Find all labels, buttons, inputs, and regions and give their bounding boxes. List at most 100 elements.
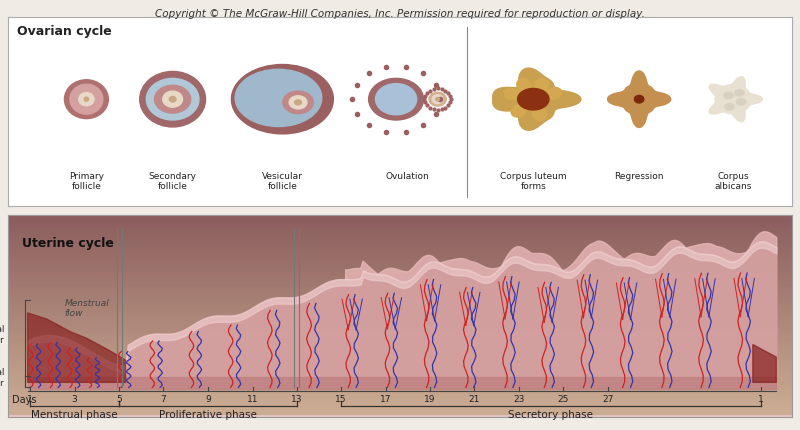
Bar: [8, 228, 792, 232]
Bar: [8, 235, 792, 239]
Ellipse shape: [725, 104, 734, 110]
Ellipse shape: [545, 87, 562, 99]
Text: 7: 7: [160, 395, 166, 404]
Polygon shape: [518, 89, 549, 110]
Ellipse shape: [65, 80, 108, 119]
Ellipse shape: [289, 96, 307, 109]
Bar: [8, 410, 792, 414]
Bar: [8, 313, 792, 316]
Bar: [8, 370, 792, 373]
Ellipse shape: [736, 98, 746, 105]
Bar: [8, 323, 792, 326]
Bar: [8, 259, 792, 262]
Text: 27: 27: [602, 395, 614, 404]
Polygon shape: [753, 344, 776, 382]
Ellipse shape: [429, 92, 446, 106]
Bar: [8, 262, 792, 265]
Bar: [8, 272, 792, 276]
Text: 13: 13: [290, 395, 302, 404]
Bar: [8, 329, 792, 333]
Bar: [8, 296, 792, 299]
Ellipse shape: [70, 84, 103, 114]
Bar: [8, 333, 792, 336]
Text: Days: Days: [12, 395, 37, 405]
Bar: [8, 245, 792, 249]
Polygon shape: [634, 95, 644, 103]
Bar: [8, 360, 792, 363]
Text: 9: 9: [205, 395, 210, 404]
Bar: [8, 292, 792, 296]
Bar: [8, 340, 792, 343]
Text: Corpus luteum
forms: Corpus luteum forms: [500, 172, 566, 191]
Bar: [8, 397, 792, 400]
Bar: [8, 218, 792, 222]
Ellipse shape: [517, 79, 531, 92]
Bar: [8, 326, 792, 329]
Bar: [8, 255, 792, 259]
Ellipse shape: [724, 92, 733, 98]
Bar: [8, 356, 792, 360]
Text: 25: 25: [558, 395, 569, 404]
Text: Menstrual phase: Menstrual phase: [31, 409, 118, 420]
Text: 19: 19: [424, 395, 435, 404]
Bar: [8, 316, 792, 319]
Bar: [8, 390, 792, 393]
Text: Copyright © The McGraw-Hill Companies, Inc. Permission required for reproduction: Copyright © The McGraw-Hill Companies, I…: [155, 9, 645, 19]
Polygon shape: [27, 313, 126, 382]
Bar: [8, 319, 792, 323]
Ellipse shape: [154, 85, 190, 113]
Text: 11: 11: [247, 395, 258, 404]
Bar: [8, 407, 792, 410]
Ellipse shape: [170, 96, 176, 102]
Bar: [8, 343, 792, 347]
Bar: [8, 289, 792, 292]
Bar: [8, 242, 792, 245]
Ellipse shape: [436, 98, 439, 101]
Ellipse shape: [511, 104, 526, 117]
Ellipse shape: [375, 83, 417, 115]
Ellipse shape: [231, 64, 334, 134]
Bar: [8, 286, 792, 289]
Ellipse shape: [294, 100, 302, 105]
Bar: [8, 387, 792, 390]
Bar: [8, 384, 792, 387]
Bar: [8, 249, 792, 252]
Text: Functional
layer: Functional layer: [0, 326, 4, 345]
Text: 5: 5: [117, 395, 122, 404]
Bar: [8, 252, 792, 255]
Text: Ovulation: Ovulation: [386, 172, 430, 181]
Ellipse shape: [532, 107, 546, 120]
Bar: [8, 215, 792, 218]
Text: Basal
layer: Basal layer: [0, 368, 4, 387]
Text: Corpus
albicans: Corpus albicans: [714, 172, 752, 191]
Text: Primary
follicle: Primary follicle: [69, 172, 104, 191]
Polygon shape: [493, 68, 581, 130]
Text: Vesicular
follicle: Vesicular follicle: [262, 172, 303, 191]
Ellipse shape: [235, 69, 322, 126]
Text: Proliferative phase: Proliferative phase: [159, 409, 257, 420]
Bar: [8, 400, 792, 404]
Ellipse shape: [282, 91, 314, 114]
Bar: [8, 373, 792, 377]
Ellipse shape: [369, 78, 423, 120]
Text: 23: 23: [514, 395, 525, 404]
Bar: [8, 283, 792, 286]
Ellipse shape: [504, 88, 521, 100]
Text: 15: 15: [335, 395, 347, 404]
Bar: [8, 212, 792, 215]
Bar: [8, 279, 792, 283]
Bar: [8, 225, 792, 228]
Text: Menstrual
flow: Menstrual flow: [65, 299, 109, 318]
Ellipse shape: [534, 78, 549, 92]
Text: Secretory phase: Secretory phase: [509, 409, 594, 420]
Bar: [8, 366, 792, 370]
Bar: [8, 269, 792, 272]
Bar: [8, 232, 792, 235]
Bar: [8, 404, 792, 407]
Text: 1: 1: [27, 395, 33, 404]
Polygon shape: [709, 77, 762, 122]
Bar: [8, 276, 792, 279]
Polygon shape: [607, 71, 670, 127]
Bar: [8, 353, 792, 356]
Text: Secondary
follicle: Secondary follicle: [149, 172, 197, 191]
